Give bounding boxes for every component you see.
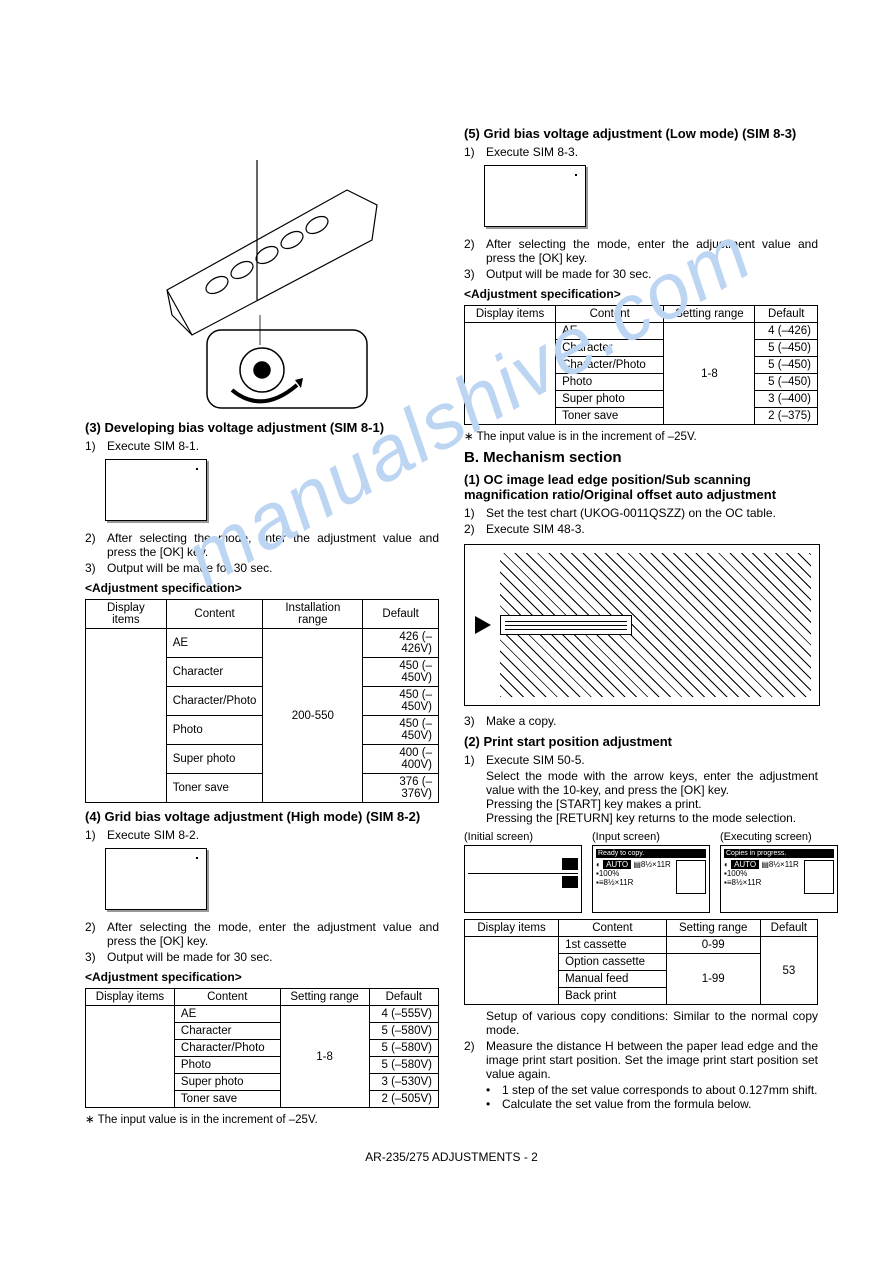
lcd-placeholder — [105, 848, 207, 910]
spec-heading: <Adjustment specification> — [85, 581, 439, 595]
table-sim-8-2: Display itemsContentSetting rangeDefault… — [85, 988, 439, 1108]
table-sim-8-3: Display itemsContentSetting rangeDefault… — [464, 305, 818, 425]
section-4-title: (4) Grid bias voltage adjustment (High m… — [85, 809, 439, 824]
section-b1-title: (1) OC image lead edge position/Sub scan… — [464, 472, 818, 502]
section-3-title: (3) Developing bias voltage adjustment (… — [85, 420, 439, 435]
screen-previews: (Initial screen) (Input screen) Ready to… — [464, 831, 818, 913]
step-text: Execute SIM 8-1. — [107, 439, 439, 453]
note-increment: ∗ The input value is in the increment of… — [85, 1112, 439, 1126]
left-column: (3) Developing bias voltage adjustment (… — [85, 120, 439, 1130]
test-chart-diagram — [464, 544, 820, 706]
executing-screen: Copies in progress. ◐ AUTO ▤8½×11R ▪100%… — [720, 845, 838, 913]
initial-screen — [464, 845, 582, 913]
step-num: 1) — [85, 439, 101, 453]
lcd-placeholder — [484, 165, 586, 227]
section-5-title: (5) Grid bias voltage adjustment (Low mo… — [464, 126, 818, 141]
lcd-placeholder — [105, 459, 207, 521]
page-footer: AR-235/275 ADJUSTMENTS - 2 — [85, 1150, 818, 1164]
toner-cartridge-diagram — [117, 120, 407, 410]
table-sim-8-1: Display itemsContentInstallation rangeDe… — [85, 599, 439, 803]
table-sim-50-5: Display itemsContentSetting rangeDefault… — [464, 919, 818, 1005]
section-b2-title: (2) Print start position adjustment — [464, 734, 818, 749]
right-column: (5) Grid bias voltage adjustment (Low mo… — [464, 120, 818, 1130]
section-b-title: B. Mechanism section — [464, 449, 818, 466]
input-screen: Ready to copy. ◐ AUTO ▤8½×11R ▪100% ▪≡8½… — [592, 845, 710, 913]
